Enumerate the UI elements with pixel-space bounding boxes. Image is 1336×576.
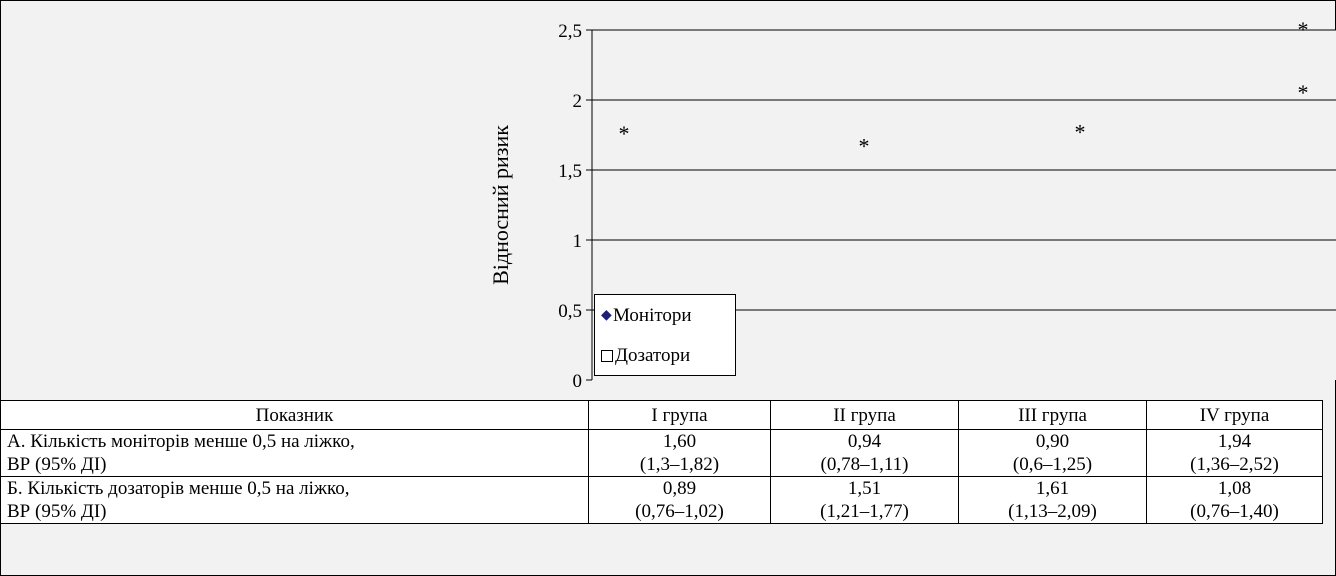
row-label-monitors: А. Кількість моніторів менше 0,5 на ліжк… [0, 429, 589, 477]
cell-value: 1,51 [847, 478, 882, 499]
grid-lines [592, 29, 1336, 311]
asterisk-annotation: * [1075, 119, 1086, 144]
cell-value: 1,61 [1035, 478, 1070, 499]
table-row: А. Кількість моніторів менше 0,5 на ліжк… [0, 429, 1323, 477]
cell-ci: (1,21–1,77) [820, 501, 909, 522]
cell-value: 0,90 [1035, 431, 1070, 452]
cell-ci: (1,3–1,82) [639, 454, 720, 475]
cell-value: 1,08 [1217, 478, 1252, 499]
y-tick-label: 0,5 [558, 301, 582, 322]
y-tick-label: 1 [573, 231, 583, 252]
cell-value: 1,60 [662, 431, 697, 452]
y-axis-ticks: 0 0,5 1 1,5 2 2,5 [558, 21, 592, 392]
risk-table-wrap: Показник I група II група III група IV г… [0, 400, 1336, 524]
row-label-dispensers: Б. Кількість дозаторів менше 0,5 на ліжк… [0, 476, 589, 524]
row-label-line: Б. Кількість дозаторів менше 0,5 на ліжк… [7, 478, 350, 499]
table-cell: 0,89 (0,76–1,02) [588, 476, 771, 524]
header-group-1: I група [588, 400, 771, 430]
table-cell: 1,61 (1,13–2,09) [958, 476, 1147, 524]
row-label-line: ВР (95% ДІ) [7, 501, 107, 522]
table-cell: 1,51 (1,21–1,77) [770, 476, 959, 524]
asterisk-annotation: * [1298, 17, 1309, 42]
chart-legend: ◆Монітори Дозатори [594, 294, 736, 376]
cell-ci: (1,13–2,09) [1008, 501, 1097, 522]
cell-ci: (0,76–1,02) [635, 501, 724, 522]
asterisk-annotation: * [1298, 80, 1309, 105]
cell-ci: (1,36–2,52) [1190, 454, 1279, 475]
legend-label-dispensers: Дозатори [615, 345, 691, 366]
legend-label-monitors: Монітори [613, 305, 692, 326]
legend-item-monitors: ◆Монітори [601, 305, 692, 327]
table-cell: 0,90 (0,6–1,25) [958, 429, 1147, 477]
header-group-4: IV група [1146, 400, 1323, 430]
header-group-2: II група [770, 400, 959, 430]
header-group-3: III група [958, 400, 1147, 430]
cell-ci: (0,78–1,11) [820, 454, 909, 475]
diamond-icon: ◆ [601, 308, 612, 323]
square-icon [601, 350, 613, 362]
legend-item-dispensers: Дозатори [601, 345, 690, 367]
asterisk-annotation: * [619, 121, 630, 146]
y-axis-label: Відносний ризик [488, 125, 513, 285]
table-cell: 1,94 (1,36–2,52) [1146, 429, 1323, 477]
cell-value: 0,89 [662, 478, 697, 499]
y-tick-label: 2 [573, 91, 583, 112]
cell-ci: (0,6–1,25) [1012, 454, 1093, 475]
significance-annotations: * * * * * [619, 17, 1309, 158]
cell-ci: (0,76–1,40) [1190, 501, 1279, 522]
table-cell: 1,60 (1,3–1,82) [588, 429, 771, 477]
row-label-line: ВР (95% ДІ) [7, 454, 107, 475]
row-label-line: А. Кількість моніторів менше 0,5 на ліжк… [7, 431, 355, 452]
risk-table: Показник I група II група III група IV г… [0, 400, 1323, 524]
table-header-row: Показник I група II група III група IV г… [0, 400, 1323, 430]
cell-value: 1,94 [1217, 431, 1252, 452]
y-tick-label: 2,5 [558, 21, 582, 42]
table-row: Б. Кількість дозаторів менше 0,5 на ліжк… [0, 476, 1323, 524]
header-indicator: Показник [0, 400, 589, 430]
y-tick-label: 1,5 [558, 161, 582, 182]
y-tick-label: 0 [573, 371, 583, 392]
table-cell: 1,08 (0,76–1,40) [1146, 476, 1323, 524]
table-cell: 0,94 (0,78–1,11) [770, 429, 959, 477]
cell-value: 0,94 [847, 431, 882, 452]
asterisk-annotation: * [859, 133, 870, 158]
